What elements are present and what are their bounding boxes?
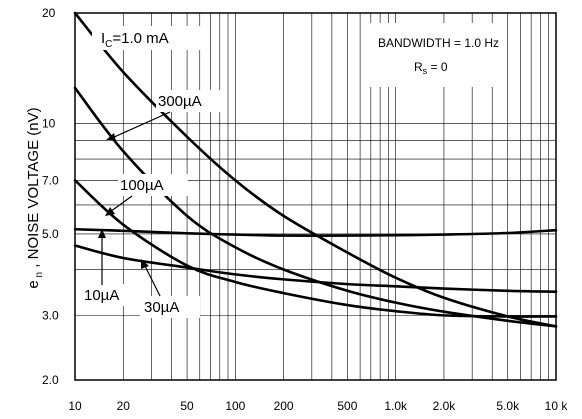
x-tick-label: 10 xyxy=(68,399,82,413)
y-tick-label: 20 xyxy=(42,6,56,20)
x-tick-label: 200 xyxy=(274,399,294,413)
bandwidth-box xyxy=(370,23,494,87)
series-curves xyxy=(73,11,558,328)
a30-label-bg xyxy=(140,296,200,318)
y-tick-label: 7.0 xyxy=(42,173,59,187)
arrow-100ua xyxy=(109,195,133,213)
arrowhead-10ua xyxy=(98,229,106,238)
a100-label-bg xyxy=(118,174,188,196)
y-tick-label: 3.0 xyxy=(42,308,59,322)
y-tick-label: 10 xyxy=(42,116,56,130)
series-line-4 xyxy=(73,227,558,237)
label-300ua: 300µA xyxy=(158,93,202,110)
arrow-300ua xyxy=(111,111,171,139)
y-tick-labels: 2.0 3.0 5.0 7.0 10 20 xyxy=(42,6,59,387)
arrowhead-30ua xyxy=(141,259,149,269)
series-line-0 xyxy=(73,11,558,328)
ic-label: IC=1.0 mA xyxy=(101,30,169,50)
series-line-3 xyxy=(73,244,558,294)
x-tick-label: 20 xyxy=(117,399,131,413)
y-axis-label: e n , NOISE VOLTAGE (nV) xyxy=(25,107,45,288)
label-100ua: 100µA xyxy=(120,177,164,194)
x-tick-label: 500 xyxy=(337,399,357,413)
x-tick-label: 5.0k xyxy=(496,399,520,413)
ic-label-bg xyxy=(92,26,204,50)
arrowhead-100ua xyxy=(105,207,115,216)
label-30ua: 30µA xyxy=(144,299,179,316)
y-tick-label: 5.0 xyxy=(42,227,59,241)
x-tick-label: 100 xyxy=(225,399,245,413)
x-tick-label: 50 xyxy=(180,399,194,413)
y-tick-label: 2.0 xyxy=(42,373,59,387)
label-10ua: 10µA xyxy=(84,287,119,304)
arrowhead-300ua xyxy=(106,133,116,141)
rs-label: Rs = 0 xyxy=(414,60,448,76)
arrow-30ua xyxy=(144,265,161,297)
bandwidth-label: BANDWIDTH = 1.0 Hz xyxy=(378,36,499,50)
x-tick-label: 2.0k xyxy=(433,399,457,413)
x-tick-labels: 10 20 50 100 200 500 1.0k 2.0k 5.0k 10 k xyxy=(68,399,568,413)
series-line-2 xyxy=(73,179,558,318)
a300-label-bg xyxy=(156,90,226,112)
x-tick-label: 1.0k xyxy=(384,399,408,413)
a10-label-bg xyxy=(82,284,140,306)
x-tick-label: 10 k xyxy=(545,399,569,413)
plot-frame xyxy=(74,12,557,381)
